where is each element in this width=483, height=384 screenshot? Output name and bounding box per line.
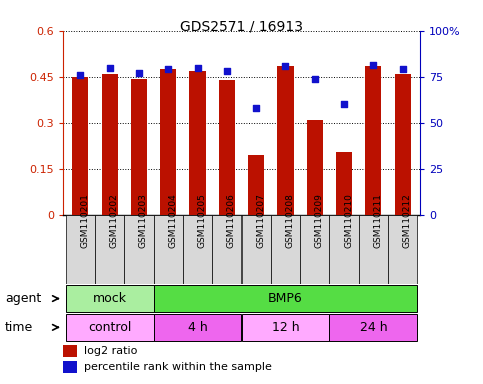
Text: GSM110208: GSM110208 <box>285 193 295 248</box>
Text: GSM110209: GSM110209 <box>315 193 324 248</box>
Bar <box>307 121 323 215</box>
Bar <box>63 345 77 357</box>
Text: GSM110205: GSM110205 <box>198 193 207 248</box>
Text: mock: mock <box>93 292 127 305</box>
Bar <box>160 69 176 215</box>
Text: GSM110202: GSM110202 <box>110 193 119 248</box>
Bar <box>336 152 352 215</box>
Bar <box>154 285 417 313</box>
Point <box>76 72 84 78</box>
Bar <box>248 155 264 215</box>
Bar <box>66 313 154 341</box>
Bar <box>189 71 206 215</box>
Bar <box>359 215 388 284</box>
Bar <box>154 215 183 284</box>
Text: GSM110211: GSM110211 <box>373 193 383 248</box>
Text: GSM110212: GSM110212 <box>403 193 412 248</box>
Bar <box>271 215 300 284</box>
Text: GSM110203: GSM110203 <box>139 193 148 248</box>
Point <box>282 63 289 69</box>
Point <box>223 68 231 74</box>
Text: agent: agent <box>5 292 41 305</box>
Bar <box>66 215 95 284</box>
Text: GSM110206: GSM110206 <box>227 193 236 248</box>
Bar <box>63 361 77 373</box>
Point <box>194 65 201 71</box>
Point <box>311 76 319 82</box>
Bar <box>277 66 294 215</box>
Text: 12 h: 12 h <box>271 321 299 334</box>
Text: time: time <box>5 321 33 334</box>
Point <box>399 66 407 73</box>
Point <box>252 105 260 111</box>
Text: 24 h: 24 h <box>359 321 387 334</box>
Text: GSM110210: GSM110210 <box>344 193 353 248</box>
Bar <box>329 215 359 284</box>
Bar <box>395 74 411 215</box>
Point <box>340 101 348 108</box>
Text: log2 ratio: log2 ratio <box>84 346 138 356</box>
Bar <box>101 74 118 215</box>
Bar <box>183 215 212 284</box>
Bar <box>212 215 242 284</box>
Text: control: control <box>88 321 131 334</box>
Point <box>369 62 377 68</box>
Text: GSM110204: GSM110204 <box>168 193 177 248</box>
Text: 4 h: 4 h <box>188 321 207 334</box>
Point <box>164 65 172 71</box>
Bar <box>388 215 417 284</box>
Point <box>106 65 114 71</box>
Bar <box>66 285 154 313</box>
Bar <box>95 215 124 284</box>
Bar <box>329 313 417 341</box>
Point <box>135 70 143 76</box>
Text: GSM110207: GSM110207 <box>256 193 265 248</box>
Text: GSM110201: GSM110201 <box>80 193 89 248</box>
Bar <box>242 313 329 341</box>
Text: BMP6: BMP6 <box>268 292 303 305</box>
Bar <box>219 81 235 215</box>
Bar <box>300 215 329 284</box>
Bar <box>365 66 382 215</box>
Bar <box>242 215 271 284</box>
Text: percentile rank within the sample: percentile rank within the sample <box>84 362 272 372</box>
Bar <box>124 215 154 284</box>
Bar <box>72 77 88 215</box>
Text: GDS2571 / 16913: GDS2571 / 16913 <box>180 19 303 33</box>
Bar <box>131 79 147 215</box>
Bar <box>154 313 242 341</box>
